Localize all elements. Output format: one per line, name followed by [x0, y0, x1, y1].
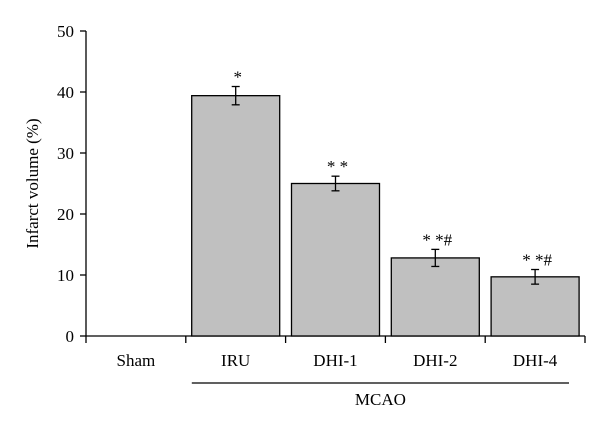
- x-category-label: DHI-4: [513, 351, 558, 370]
- bar-dhi-4: [490, 276, 580, 337]
- x-axis: Sham IRU DHI-1 DHI-2 DHI-4: [85, 335, 586, 370]
- group-label: MCAO: [355, 390, 406, 409]
- bar-iru: [191, 95, 281, 337]
- x-category-label: Sham: [117, 351, 156, 370]
- significance-marker: * *#: [422, 230, 452, 249]
- x-category-label: DHI-2: [413, 351, 457, 370]
- bars: [191, 95, 580, 337]
- y-axis-title: Infarct volume (%): [23, 118, 42, 248]
- y-tick-label: 50: [57, 22, 74, 41]
- error-bars: [231, 85, 540, 285]
- x-category-label: DHI-1: [313, 351, 357, 370]
- significance-marker: * *: [327, 157, 348, 176]
- x-category-label: IRU: [221, 351, 250, 370]
- y-tick-label: 0: [66, 327, 75, 346]
- y-tick-label: 30: [57, 144, 74, 163]
- y-tick-label: 20: [57, 205, 74, 224]
- significance-marker: *: [233, 68, 242, 87]
- bar-dhi-2: [390, 257, 480, 337]
- y-tick-label: 10: [57, 266, 74, 285]
- significance-labels: * * * * *# * *#: [233, 68, 552, 270]
- significance-marker: * *#: [522, 251, 552, 270]
- mcao-group-bracket: MCAO: [191, 382, 569, 409]
- y-axis: 0 10 20 30 40 50: [57, 22, 87, 346]
- y-tick-label: 40: [57, 83, 74, 102]
- bar-dhi-1: [290, 182, 381, 337]
